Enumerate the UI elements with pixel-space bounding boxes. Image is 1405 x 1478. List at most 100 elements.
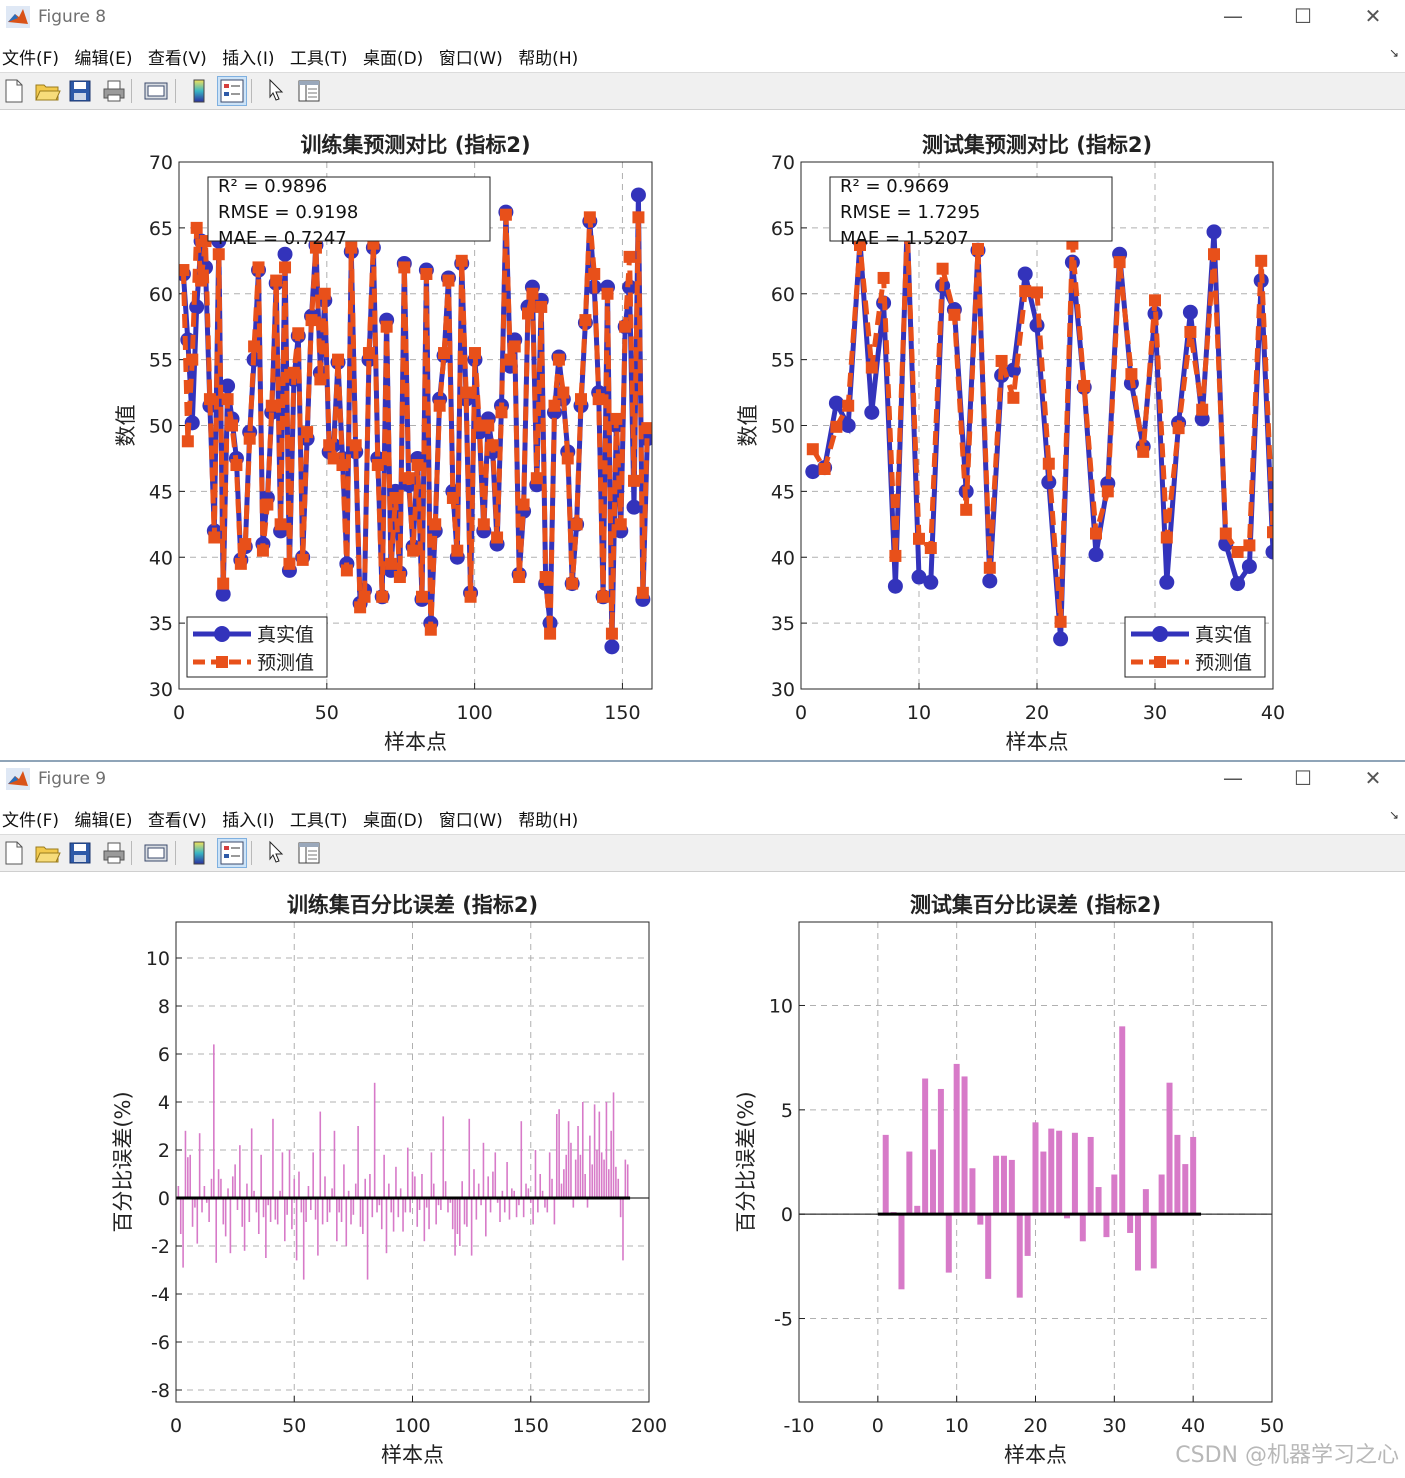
print-icon[interactable] [100, 839, 128, 867]
error-bar [565, 1154, 568, 1198]
open-folder-icon[interactable] [33, 839, 61, 867]
point-pred [464, 590, 477, 603]
error-bar [579, 1154, 582, 1198]
menu-desktop[interactable]: 桌面(D) [362, 49, 424, 69]
dock-arrow-icon[interactable]: ↘ [1388, 46, 1399, 60]
error-bar [1087, 1136, 1094, 1215]
open-folder-icon[interactable] [33, 77, 61, 105]
point-pred [936, 262, 949, 275]
error-bar [459, 1198, 461, 1246]
minimize-button[interactable]: — [1223, 766, 1243, 790]
error-bar [217, 1169, 220, 1198]
point-true [1230, 576, 1246, 592]
print-icon[interactable] [100, 77, 128, 105]
point-pred [261, 498, 274, 511]
colorbar-icon[interactable] [185, 77, 213, 105]
error-bar [596, 1150, 598, 1198]
menu-view[interactable]: 查看(V) [147, 811, 207, 831]
error-bar [532, 1198, 534, 1225]
error-bar [343, 1164, 345, 1198]
print-preview-icon[interactable] [142, 77, 170, 105]
error-bar [319, 1111, 322, 1198]
print-preview-icon[interactable] [142, 839, 170, 867]
plot-series [179, 187, 652, 655]
error-bar [527, 1188, 530, 1198]
menu-desktop[interactable]: 桌面(D) [362, 811, 424, 831]
point-pred [570, 518, 583, 531]
colorbar-icon[interactable] [185, 839, 213, 867]
error-bar [425, 1198, 428, 1208]
error-bar [300, 1198, 303, 1213]
maximize-button[interactable]: ☐ [1294, 4, 1312, 28]
toolbar-separator [251, 79, 252, 103]
menu-tools[interactable]: 工具(T) [289, 49, 348, 69]
toolbar-separator [131, 841, 132, 865]
menu-tools[interactable]: 工具(T) [289, 811, 348, 831]
point-pred [1160, 531, 1173, 544]
y-tick-label: 10 [769, 995, 793, 1017]
menu-help[interactable]: 帮助(H) [518, 49, 579, 69]
point-pred [411, 459, 424, 472]
save-icon[interactable] [66, 77, 94, 105]
menu-help[interactable]: 帮助(H) [518, 811, 579, 831]
menu-insert[interactable]: 插入(I) [222, 49, 275, 69]
pointer-icon[interactable] [262, 77, 290, 105]
property-editor-icon[interactable] [295, 77, 323, 105]
error-bar [499, 1198, 501, 1222]
legend-icon[interactable] [217, 838, 247, 868]
error-bar [513, 1190, 515, 1198]
minimize-button[interactable]: — [1223, 4, 1243, 28]
menu-file[interactable]: 文件(F) [2, 811, 60, 831]
close-button[interactable]: ✕ [1364, 766, 1382, 790]
new-file-icon[interactable] [0, 839, 28, 867]
y-axis-label: 数值 [736, 405, 760, 447]
menu-edit[interactable]: 编辑(E) [74, 49, 133, 69]
point-pred [641, 422, 652, 435]
dock-arrow-icon[interactable]: ↘ [1388, 808, 1399, 822]
figure-toolbar [0, 834, 1405, 872]
error-bar [475, 1198, 478, 1220]
error-bar [534, 1150, 537, 1198]
legend-icon[interactable] [217, 76, 247, 106]
save-icon[interactable] [66, 839, 94, 867]
error-bar [503, 1198, 506, 1213]
error-bar [253, 1190, 255, 1198]
point-pred [842, 399, 855, 412]
menu-file[interactable]: 文件(F) [2, 49, 60, 69]
error-bar [508, 1198, 511, 1220]
x-tick-label: 30 [1102, 1415, 1126, 1437]
point-pred [279, 261, 292, 274]
y-tick-label: 2 [158, 1140, 170, 1162]
point-pred [477, 518, 490, 531]
menu-edit[interactable]: 编辑(E) [74, 811, 133, 831]
error-bar [551, 1178, 553, 1198]
error-bar [610, 1130, 612, 1198]
point-pred [349, 439, 362, 452]
error-bar [930, 1149, 937, 1215]
point-pred [482, 419, 495, 432]
menu-view[interactable]: 查看(V) [147, 49, 207, 69]
new-file-icon[interactable] [0, 77, 28, 105]
point-pred [309, 241, 322, 254]
pointer-icon[interactable] [262, 839, 290, 867]
y-tick-label: -2 [151, 1236, 170, 1258]
x-tick-label: -10 [783, 1415, 814, 1437]
property-editor-icon[interactable] [295, 839, 323, 867]
figure-window-8: Figure 8 — ☐ ✕ 文件(F) 编辑(E) 查看(V) 插入(I) 工… [0, 4, 1405, 754]
menu-insert[interactable]: 插入(I) [222, 811, 275, 831]
y-axis-label: 百分比误差(%) [111, 1091, 135, 1232]
error-bar [201, 1198, 203, 1213]
error-bar [362, 1198, 364, 1234]
metric-text: RMSE = 1.7295 [840, 202, 980, 223]
error-bar [1111, 1174, 1118, 1215]
menu-window[interactable]: 窗口(W) [438, 49, 503, 69]
maximize-button[interactable]: ☐ [1294, 766, 1312, 790]
close-button[interactable]: ✕ [1364, 4, 1382, 28]
point-pred [1231, 545, 1244, 558]
menu-window[interactable]: 窗口(W) [438, 811, 503, 831]
error-bar [470, 1198, 473, 1256]
point-pred [362, 347, 375, 360]
point-pred [1149, 294, 1161, 307]
